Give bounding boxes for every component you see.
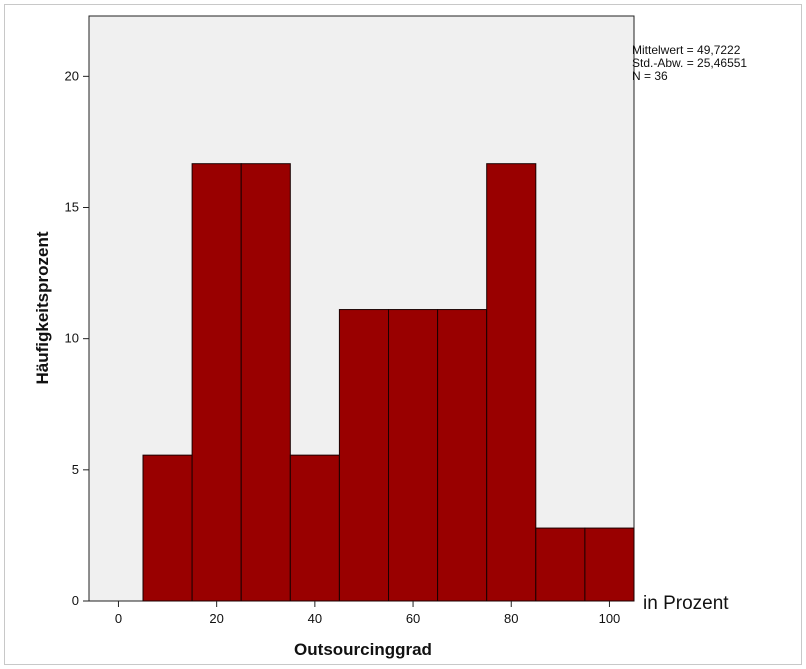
x-axis-title: Outsourcinggrad [294, 640, 432, 659]
histogram-bar-3 [240, 163, 291, 602]
histogram-bar-2 [191, 163, 242, 602]
stat-n: N = 36 [632, 69, 668, 83]
y-tick-label-3: 10 [65, 331, 79, 346]
y-tick-label-2: 5 [72, 462, 79, 477]
y-tick-label-1: 0 [72, 593, 79, 608]
histogram-bar-4 [289, 454, 340, 602]
y-tick-label-4: 15 [65, 200, 79, 215]
x-unit-label: in Prozent [643, 593, 729, 614]
chart-frame: 0 20 40 60 80 100 0 5 10 15 20 Outsourcinggrad Häu… [4, 4, 802, 665]
histogram-bar-5 [338, 309, 390, 602]
x-tick-label-6: 100 [599, 611, 621, 626]
bars-group [142, 163, 635, 602]
stat-std-dev: Std.-Abw. = 25,46551 [632, 56, 747, 70]
y-tick-label-5: 20 [65, 68, 79, 83]
x-tick-label-3: 40 [308, 611, 322, 626]
x-tick-label-5: 80 [504, 611, 518, 626]
histogram-bar-6 [388, 309, 439, 602]
histogram-bar-7 [437, 309, 488, 602]
x-tick-label-4: 60 [406, 611, 420, 626]
x-tick-label-2: 20 [209, 611, 223, 626]
histogram-bar-9 [535, 527, 586, 602]
y-axis-title: Häufigkeitsprozent [33, 231, 52, 384]
histogram-bar-1 [142, 454, 193, 602]
histogram-bar-10 [584, 527, 635, 602]
axes-group: 0 20 40 60 80 100 0 5 10 15 20 [65, 68, 621, 626]
histogram-bar-8 [486, 163, 537, 602]
x-tick-label-1: 0 [115, 611, 122, 626]
stat-mean: Mittelwert = 49,7222 [632, 43, 741, 57]
histogram-chart: 0 20 40 60 80 100 0 5 10 15 20 Outsourcinggrad Häu… [33, 15, 747, 659]
